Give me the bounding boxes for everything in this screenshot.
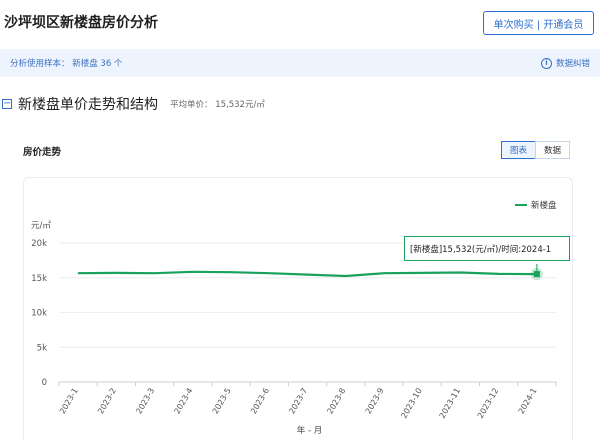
highlight-marker <box>533 271 540 278</box>
x-tick-label: 2023-2 <box>96 387 118 416</box>
data-point <box>268 272 270 274</box>
data-view-button[interactable]: 数据 <box>535 141 570 159</box>
x-tick-label: 2023-3 <box>134 387 156 416</box>
chart-title: 房价走势 <box>23 147 62 158</box>
x-tick-label: 2023-7 <box>287 387 309 416</box>
series-line <box>78 270 537 278</box>
data-point <box>115 272 117 274</box>
data-point <box>192 271 194 273</box>
page-title: 沙坪坝区新楼盘房价分析 <box>4 15 158 31</box>
sample-info-bar: 分析使用样本： 新楼盘 36 个 i 数据纠错 <box>0 49 600 77</box>
average-price: 平均单价： 15,532元/㎡ <box>170 100 265 110</box>
x-axis-label: 年 - 月 <box>297 425 322 436</box>
data-point <box>498 273 500 275</box>
y-tick-label: 20k <box>31 239 47 249</box>
data-point <box>421 272 423 274</box>
data-point <box>77 272 79 274</box>
legend-label: 新楼盘 <box>531 200 557 211</box>
data-point <box>230 271 232 273</box>
x-tick-label: 2023-8 <box>325 387 347 416</box>
sample-count-text: 分析使用样本： 新楼盘 36 个 <box>10 59 123 69</box>
y-tick-label: 5k <box>37 343 47 353</box>
data-point <box>345 275 347 277</box>
x-tick-label: 2023-6 <box>249 387 271 416</box>
y-tick-label: 10k <box>31 309 47 319</box>
data-point <box>383 272 385 274</box>
data-point <box>459 271 462 274</box>
section-title: 新楼盘单价走势和结构 <box>18 97 158 113</box>
buy-membership-button[interactable]: 单次购买 | 开通会员 <box>483 11 594 35</box>
view-toggle: 图表 数据 <box>501 141 570 159</box>
x-tick-label: 2023-9 <box>364 387 386 416</box>
y-axis-label: 元/㎡ <box>31 221 51 231</box>
x-tick-label: 2023-12 <box>476 386 501 419</box>
x-tick-label: 2023-5 <box>211 387 233 416</box>
x-tick-label: 2023-4 <box>173 387 195 416</box>
data-point <box>153 272 156 274</box>
data-correction-link[interactable]: i 数据纠错 <box>540 57 590 69</box>
info-icon: i <box>540 57 552 69</box>
x-tick-label: 2023-11 <box>438 387 463 420</box>
minus-square-icon[interactable]: − <box>2 98 12 109</box>
chart-container <box>23 177 573 441</box>
x-tick-label: 2023-10 <box>399 387 424 420</box>
y-tick-label: 15k <box>31 274 47 284</box>
x-tick-label: 2024-1 <box>517 387 539 416</box>
header: 沙坪坝区新楼盘房价分析 单次购买 | 开通会员 <box>0 0 600 46</box>
chart-tooltip: [新楼盘]15,532(元/㎡)/时间:2024-1 <box>404 236 570 261</box>
data-point <box>306 274 309 276</box>
data-correction-label: 数据纠错 <box>555 59 590 69</box>
y-tick-label: 0 <box>42 378 47 388</box>
x-tick-label: 2023-1 <box>58 387 80 416</box>
section-header: − 新楼盘单价走势和结构 平均单价： 15,532元/㎡ <box>0 94 265 114</box>
